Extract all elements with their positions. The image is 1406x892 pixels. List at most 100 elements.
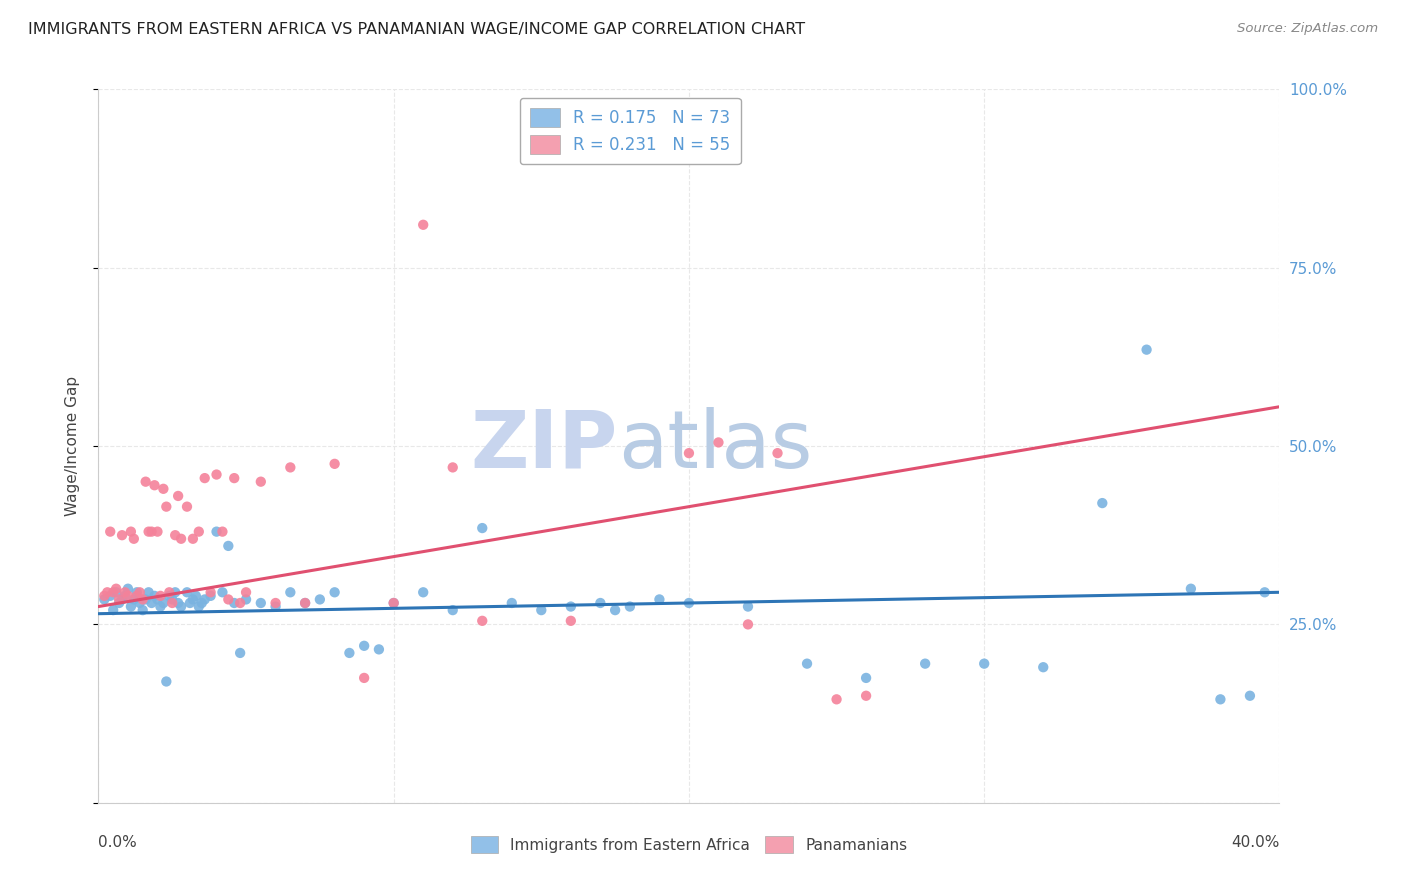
- Point: [128, 585, 150, 599]
- Text: ZIP: ZIP: [471, 407, 619, 485]
- Text: 40.0%: 40.0%: [1232, 835, 1279, 850]
- Point: [619, 599, 641, 614]
- Point: [176, 585, 198, 599]
- Point: [111, 528, 134, 542]
- Point: [125, 585, 148, 599]
- Point: [155, 674, 177, 689]
- Point: [441, 460, 464, 475]
- Point: [146, 524, 169, 539]
- Point: [170, 599, 193, 614]
- Point: [1209, 692, 1232, 706]
- Legend: Immigrants from Eastern Africa, Panamanians: Immigrants from Eastern Africa, Panamani…: [464, 830, 914, 859]
- Point: [200, 585, 222, 599]
- Point: [224, 596, 246, 610]
- Point: [737, 617, 759, 632]
- Point: [205, 467, 228, 482]
- Point: [1032, 660, 1054, 674]
- Text: Source: ZipAtlas.com: Source: ZipAtlas.com: [1237, 22, 1378, 36]
- Point: [855, 671, 877, 685]
- Point: [323, 585, 346, 599]
- Point: [855, 689, 877, 703]
- Point: [157, 585, 180, 599]
- Point: [191, 596, 214, 610]
- Text: 0.0%: 0.0%: [98, 835, 138, 850]
- Point: [250, 475, 273, 489]
- Point: [217, 539, 239, 553]
- Point: [162, 596, 183, 610]
- Point: [1239, 689, 1261, 703]
- Point: [96, 585, 118, 599]
- Point: [412, 218, 434, 232]
- Point: [368, 642, 391, 657]
- Point: [157, 589, 180, 603]
- Point: [471, 521, 494, 535]
- Point: [678, 446, 700, 460]
- Point: [441, 603, 464, 617]
- Point: [132, 603, 155, 617]
- Point: [105, 585, 128, 599]
- Point: [382, 596, 405, 610]
- Point: [128, 596, 150, 610]
- Point: [103, 585, 125, 599]
- Point: [323, 457, 346, 471]
- Point: [149, 599, 172, 614]
- Point: [648, 592, 671, 607]
- Point: [501, 596, 523, 610]
- Point: [117, 582, 139, 596]
- Text: IMMIGRANTS FROM EASTERN AFRICA VS PANAMANIAN WAGE/INCOME GAP CORRELATION CHART: IMMIGRANTS FROM EASTERN AFRICA VS PANAMA…: [28, 22, 806, 37]
- Point: [224, 471, 246, 485]
- Point: [1180, 582, 1202, 596]
- Point: [146, 592, 169, 607]
- Point: [278, 460, 302, 475]
- Point: [122, 532, 145, 546]
- Point: [264, 596, 287, 610]
- Point: [93, 592, 115, 607]
- Point: [98, 589, 121, 603]
- Point: [187, 524, 209, 539]
- Y-axis label: Wage/Income Gap: Wage/Income Gap: [65, 376, 80, 516]
- Point: [211, 585, 233, 599]
- Point: [162, 592, 183, 607]
- Point: [194, 592, 217, 607]
- Point: [176, 500, 198, 514]
- Point: [108, 596, 131, 610]
- Point: [181, 592, 204, 607]
- Point: [1135, 343, 1157, 357]
- Point: [155, 500, 177, 514]
- Point: [117, 589, 139, 603]
- Point: [229, 646, 252, 660]
- Point: [250, 596, 273, 610]
- Point: [122, 592, 145, 607]
- Point: [135, 475, 157, 489]
- Point: [382, 596, 405, 610]
- Point: [353, 671, 375, 685]
- Point: [170, 532, 193, 546]
- Point: [264, 599, 287, 614]
- Point: [152, 596, 174, 610]
- Point: [143, 478, 166, 492]
- Point: [165, 528, 187, 542]
- Point: [138, 585, 160, 599]
- Point: [184, 589, 207, 603]
- Point: [105, 582, 128, 596]
- Point: [235, 585, 257, 599]
- Point: [141, 524, 163, 539]
- Point: [339, 646, 360, 660]
- Point: [125, 589, 148, 603]
- Point: [149, 589, 172, 603]
- Point: [141, 596, 163, 610]
- Point: [200, 589, 222, 603]
- Point: [560, 614, 582, 628]
- Point: [973, 657, 995, 671]
- Point: [825, 692, 848, 706]
- Point: [181, 532, 204, 546]
- Point: [1091, 496, 1114, 510]
- Point: [211, 524, 233, 539]
- Point: [530, 603, 553, 617]
- Point: [914, 657, 936, 671]
- Point: [471, 614, 494, 628]
- Point: [167, 596, 190, 610]
- Point: [194, 471, 217, 485]
- Point: [120, 524, 142, 539]
- Point: [108, 592, 131, 607]
